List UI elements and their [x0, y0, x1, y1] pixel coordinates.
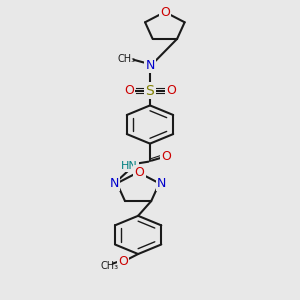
Text: O: O	[161, 150, 171, 163]
Text: O: O	[166, 84, 176, 97]
Text: N: N	[110, 177, 119, 190]
Text: O: O	[124, 84, 134, 97]
Text: O: O	[118, 255, 128, 268]
Text: S: S	[146, 84, 154, 98]
Text: O: O	[135, 166, 145, 179]
Text: CH₃: CH₃	[117, 54, 135, 64]
Text: N: N	[145, 58, 155, 72]
Text: O: O	[160, 5, 170, 19]
Text: CH₃: CH₃	[101, 261, 119, 271]
Text: N: N	[157, 177, 166, 190]
Text: HN: HN	[121, 161, 138, 171]
